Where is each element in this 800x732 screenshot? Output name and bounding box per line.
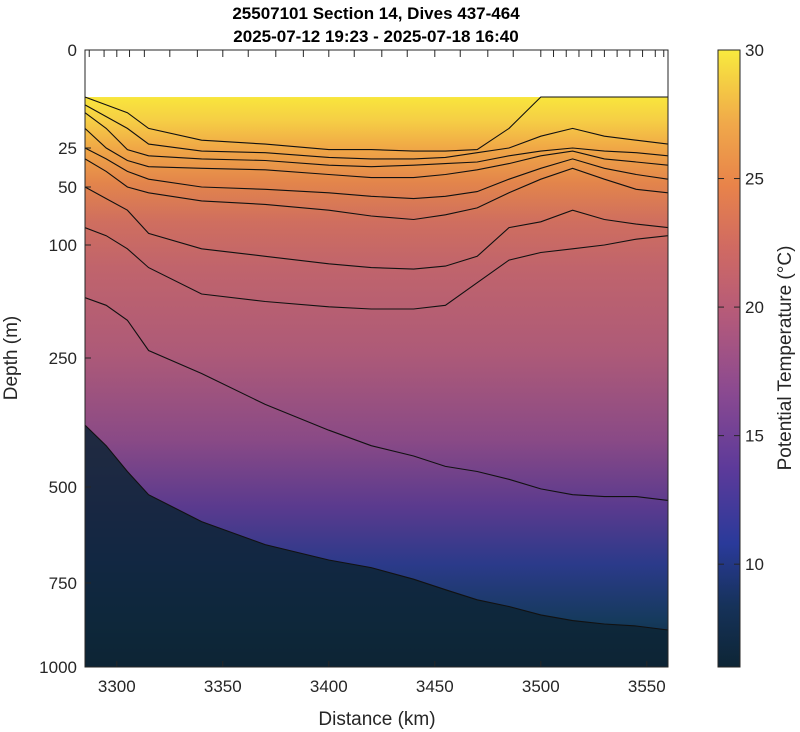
y-tick-label: 25 — [58, 139, 77, 158]
x-tick-label: 3450 — [416, 677, 454, 696]
colorbar — [717, 49, 741, 668]
contour-line — [85, 424, 668, 631]
y-tick-label: 500 — [49, 478, 77, 497]
chart-title: 25507101 Section 14, Dives 437-464 — [232, 4, 520, 23]
x-axis: 3300 3350 3400 3450 3500 3550 — [98, 661, 666, 696]
contour-line — [85, 158, 668, 221]
y-tick-label: 100 — [49, 236, 77, 255]
y-tick-label: 0 — [68, 41, 77, 60]
plot-area — [85, 50, 668, 667]
y-tick-label: 50 — [58, 178, 77, 197]
colorbar-label: Potential Temperature (°C) — [775, 246, 796, 471]
contour-line — [85, 104, 668, 160]
x-tick-label: 3500 — [522, 677, 560, 696]
dive-tick-marks — [88, 50, 665, 57]
colorbar-tick-label: 20 — [745, 298, 764, 317]
contour-line — [85, 127, 668, 179]
deep-water-region — [85, 425, 668, 667]
y-tick-label: 250 — [49, 349, 77, 368]
x-tick-label: 3350 — [204, 677, 242, 696]
contour-line — [85, 96, 668, 152]
x-tick-label: 3550 — [628, 677, 666, 696]
chart-subtitle: 2025-07-12 19:23 - 2025-07-18 16:40 — [233, 27, 518, 46]
y-axis-label: Depth (m) — [1, 316, 22, 400]
contour-line — [85, 186, 668, 270]
y-axis: 0 25 50 100 250 500 750 1000 — [39, 41, 91, 677]
colorbar-tick-label: 15 — [745, 427, 764, 446]
x-axis-label: Distance (km) — [318, 709, 435, 730]
y-tick-label: 1000 — [39, 658, 77, 677]
colorbar-tick-label: 30 — [745, 41, 764, 60]
contour-line — [85, 227, 668, 310]
contour-line — [85, 147, 668, 200]
colorbar-ticks: 10 15 20 25 30 — [718, 41, 764, 574]
x-tick-label: 3400 — [310, 677, 348, 696]
colorbar-tick-label: 25 — [745, 170, 764, 189]
contour-line — [85, 112, 668, 168]
colorbar-tick-label: 10 — [745, 555, 764, 574]
contour-lines — [85, 96, 668, 631]
x-tick-label: 3300 — [98, 677, 136, 696]
contour-line — [85, 297, 668, 501]
y-tick-label: 750 — [49, 574, 77, 593]
